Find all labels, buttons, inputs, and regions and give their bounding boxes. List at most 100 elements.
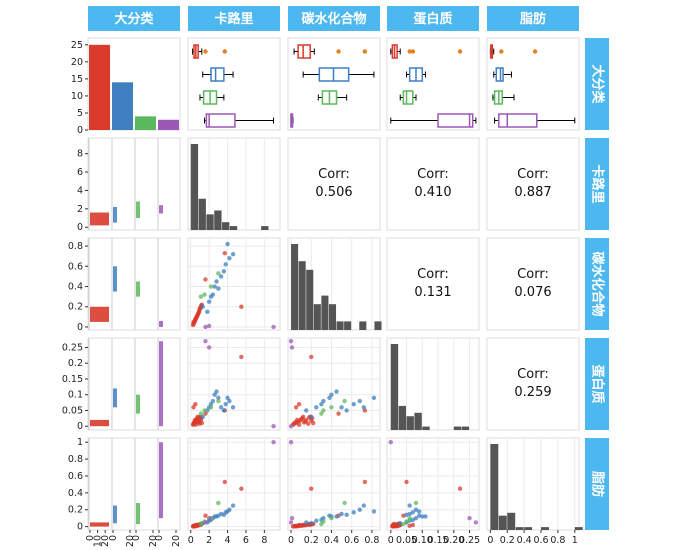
column-headers: 大分类 卡路里 碳水化合物 蛋白质 脂肪 — [88, 6, 579, 31]
boxplot-outlier — [410, 49, 416, 54]
scatter-point — [206, 345, 212, 350]
scatter-point — [206, 323, 212, 329]
xtick-label-col2: 4 — [225, 535, 231, 546]
panel-bg-r2-c3 — [287, 137, 381, 231]
scatter-point — [221, 408, 227, 413]
scatter-point — [223, 262, 228, 267]
scatter-point — [314, 518, 319, 523]
scatter-point — [198, 411, 204, 416]
ytick-label-row1: 20 — [71, 57, 83, 68]
ytick-label-row5: 0 — [77, 522, 83, 533]
scatter-point — [198, 521, 204, 527]
diag-hist-bar — [344, 321, 352, 330]
boxplot-outlier — [336, 49, 341, 54]
boxplot-outlier — [532, 49, 538, 54]
scatter-point — [357, 507, 362, 512]
boxplot-box — [297, 44, 311, 59]
xtick-label-col5: 0.8 — [550, 535, 565, 546]
scatter-point — [361, 503, 367, 508]
facet-hist-bar-1 — [90, 419, 109, 427]
row-header-3: 碳水化合物 — [590, 251, 606, 316]
panel-bg-r1-c4 — [386, 37, 480, 131]
ytick-label-row5: 0.2 — [68, 505, 83, 516]
facet-hist-bar-3 — [136, 502, 140, 525]
panel-bg-r4-c5 — [486, 337, 580, 431]
scatter-point — [404, 519, 409, 524]
boxplot-box — [205, 113, 236, 128]
scatter-point — [210, 292, 216, 297]
scatter-point — [351, 401, 356, 407]
scatter-point — [289, 345, 295, 350]
xtick-label-col2: 2 — [206, 535, 212, 546]
ytick-label-row1: 5 — [77, 108, 83, 119]
scatter-point — [216, 500, 221, 506]
ytick-label-row3: 0.2 — [68, 302, 83, 313]
xtick-label-col5: 1 — [572, 535, 578, 546]
scatter-point — [407, 503, 412, 508]
facet-hist-bar-2 — [113, 266, 117, 292]
scatter-point — [222, 479, 227, 485]
scatter-point — [239, 304, 244, 309]
column-header-1: 大分类 — [114, 11, 154, 27]
ytick-label-row1: 15 — [71, 74, 83, 85]
scatter-point — [342, 500, 347, 506]
scatter-point — [351, 510, 356, 515]
diag-hist-bar — [515, 527, 524, 530]
xtick-label-col2: 6 — [243, 535, 249, 546]
facet-hist-bar-3 — [136, 201, 140, 219]
scatter-point — [329, 392, 334, 397]
diag-hist-bar — [321, 295, 329, 330]
diag-hist-bar — [261, 226, 269, 230]
scatter-point — [306, 421, 311, 426]
category-bar-4 — [158, 119, 179, 130]
diag-hist-bar — [498, 515, 507, 530]
corr-value: 0.887 — [514, 185, 551, 200]
xtick-label-col4: 0.05 — [396, 535, 417, 546]
xtick-label-col4: 0.20 — [443, 535, 464, 546]
scatter-point — [223, 401, 228, 407]
scatter-point — [271, 440, 276, 445]
ytick-label-row1: 10 — [71, 91, 83, 102]
boxplot-outlier — [222, 49, 227, 54]
diag-hist-bar — [190, 144, 199, 230]
xtick-label-col1: 20 — [125, 535, 136, 547]
scatter-point — [334, 389, 339, 394]
category-bar-3 — [135, 116, 156, 130]
row-headers: 大分类 卡路里 碳水化合物 蛋白质 脂肪 — [585, 38, 609, 530]
ytick-label-row4: 0.15 — [62, 374, 83, 385]
scatter-point — [334, 514, 339, 519]
scatter-point — [225, 395, 230, 401]
xtick-label-col4: 0.25 — [459, 535, 480, 546]
xtick-label-col3: 0.2 — [304, 535, 319, 546]
scatter-point — [218, 405, 224, 410]
scatter-point — [407, 515, 412, 521]
scatter-point — [336, 411, 341, 416]
scatter-point — [388, 440, 393, 445]
scatter-point — [202, 292, 207, 297]
panel-bg-r2-c5 — [486, 137, 580, 231]
scatter-point — [391, 521, 397, 527]
row-header-4: 蛋白质 — [590, 364, 606, 403]
corr-value: 0.410 — [414, 185, 451, 200]
xtick-label-col3: 0 — [288, 535, 294, 546]
scatter-point — [300, 414, 306, 419]
facet-hist-bar-2 — [113, 388, 117, 408]
scatter-point — [303, 408, 309, 413]
panel-bg-r3-c5 — [486, 237, 580, 331]
panel-bg-r5-c3 — [287, 437, 381, 531]
corr-value: 0.076 — [514, 285, 551, 300]
row-header-bg-1 — [585, 38, 609, 130]
scatter-point — [230, 251, 236, 257]
scatter-point — [296, 401, 302, 407]
scatter-point — [200, 304, 205, 309]
diag-hist-bar — [206, 214, 214, 230]
scatter-point — [288, 440, 294, 445]
boxplot-outlier — [203, 49, 208, 54]
ytick-label-row4: 0.1 — [68, 390, 83, 401]
facet-hist-bar-4 — [159, 341, 163, 427]
scatter-point — [203, 338, 208, 344]
column-header-bg-4 — [387, 6, 479, 31]
scatter-point — [413, 515, 419, 521]
xtick-label-col1: 0 — [85, 535, 96, 541]
